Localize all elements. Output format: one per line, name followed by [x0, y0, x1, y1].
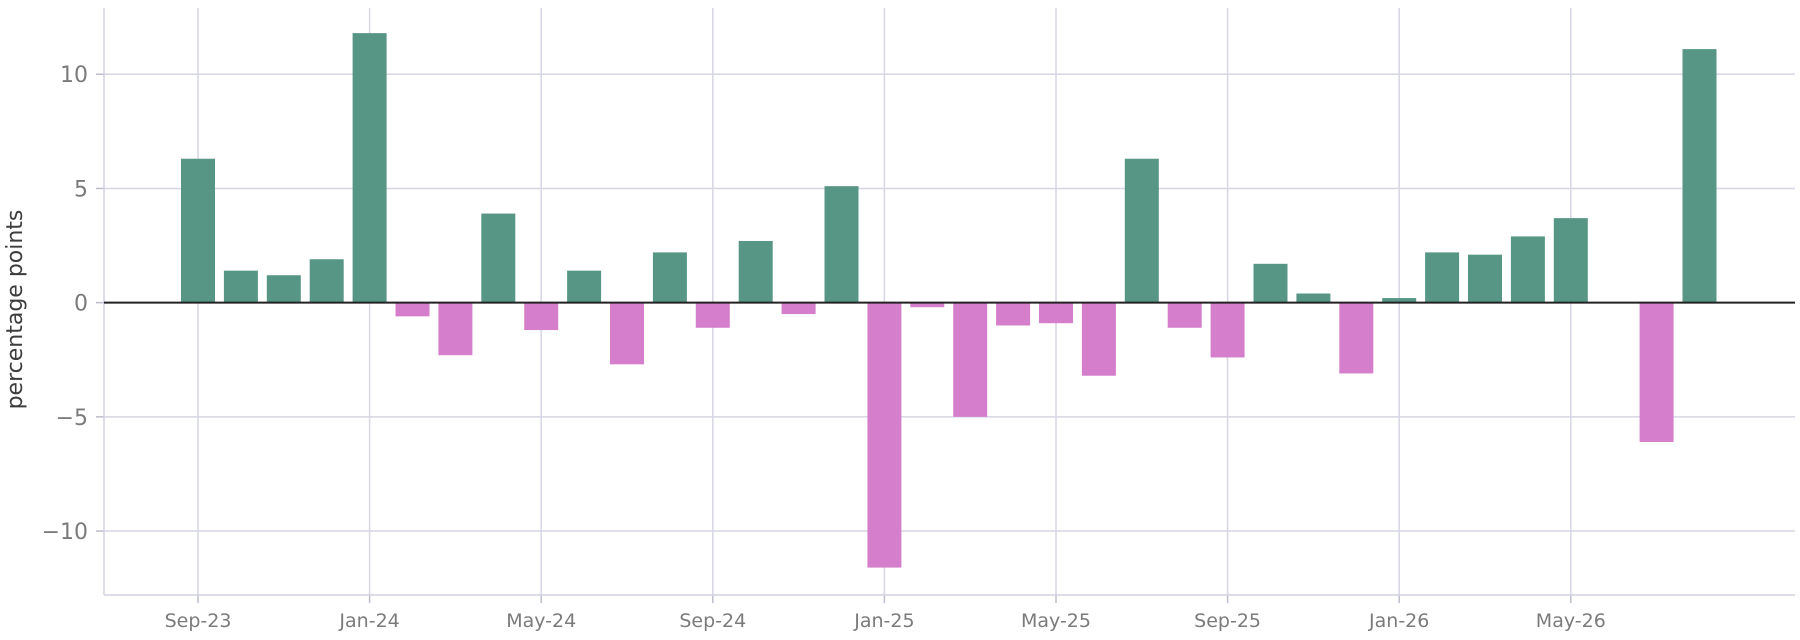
bar [1510, 236, 1545, 303]
bar [910, 302, 945, 308]
axes [96, 8, 1795, 603]
x-tick-label: Jan-26 [1368, 610, 1429, 632]
bar [266, 275, 301, 303]
x-tick-label: Jan-24 [338, 610, 399, 632]
bar [1253, 263, 1288, 303]
tick-labels: 10 5 0 −5 −10 Sep-23 Jan-24 May-24 Sep-24 Jan-25 M… [42, 63, 1606, 632]
y-tick-label: −5 [56, 406, 88, 431]
y-tick-label: −10 [42, 520, 88, 545]
bar [1124, 158, 1159, 303]
x-tick-label: May-26 [1536, 610, 1606, 632]
y-tick-label: 10 [60, 63, 88, 88]
bar [524, 302, 559, 331]
x-tick-label: May-24 [506, 610, 576, 632]
y-tick-label: 5 [74, 177, 88, 202]
y-axis-title: percentage points [3, 210, 28, 410]
bar [695, 302, 730, 328]
x-tick-label: Sep-25 [1194, 610, 1261, 632]
bar [395, 302, 430, 317]
bar [996, 302, 1031, 326]
bar [1296, 293, 1331, 303]
bar [867, 302, 902, 568]
bar [1210, 302, 1245, 358]
x-tick-label: Jan-25 [853, 610, 914, 632]
bar [652, 252, 687, 303]
bar [1081, 302, 1116, 376]
bar [567, 270, 602, 303]
bar [781, 302, 816, 315]
bar [1167, 302, 1202, 328]
bar [223, 270, 258, 303]
bar [438, 302, 473, 356]
bar [953, 302, 988, 417]
bar [1382, 298, 1417, 303]
bar [1682, 49, 1717, 303]
x-tick-label: Sep-23 [165, 610, 232, 632]
bar [738, 240, 773, 303]
bar [1468, 254, 1502, 303]
bar [1639, 302, 1674, 442]
x-tick-label: May-25 [1021, 610, 1091, 632]
bar [1039, 302, 1073, 324]
y-tick-label: 0 [74, 292, 88, 317]
bar [181, 158, 215, 303]
bar [1425, 252, 1460, 303]
bar [309, 259, 344, 303]
x-tick-label: Sep-24 [679, 610, 746, 632]
bar [610, 302, 644, 365]
bar [481, 213, 516, 303]
bar [824, 186, 859, 303]
bars [181, 33, 1717, 568]
bar [1553, 218, 1588, 303]
bar [1339, 302, 1374, 374]
bar [352, 33, 387, 303]
